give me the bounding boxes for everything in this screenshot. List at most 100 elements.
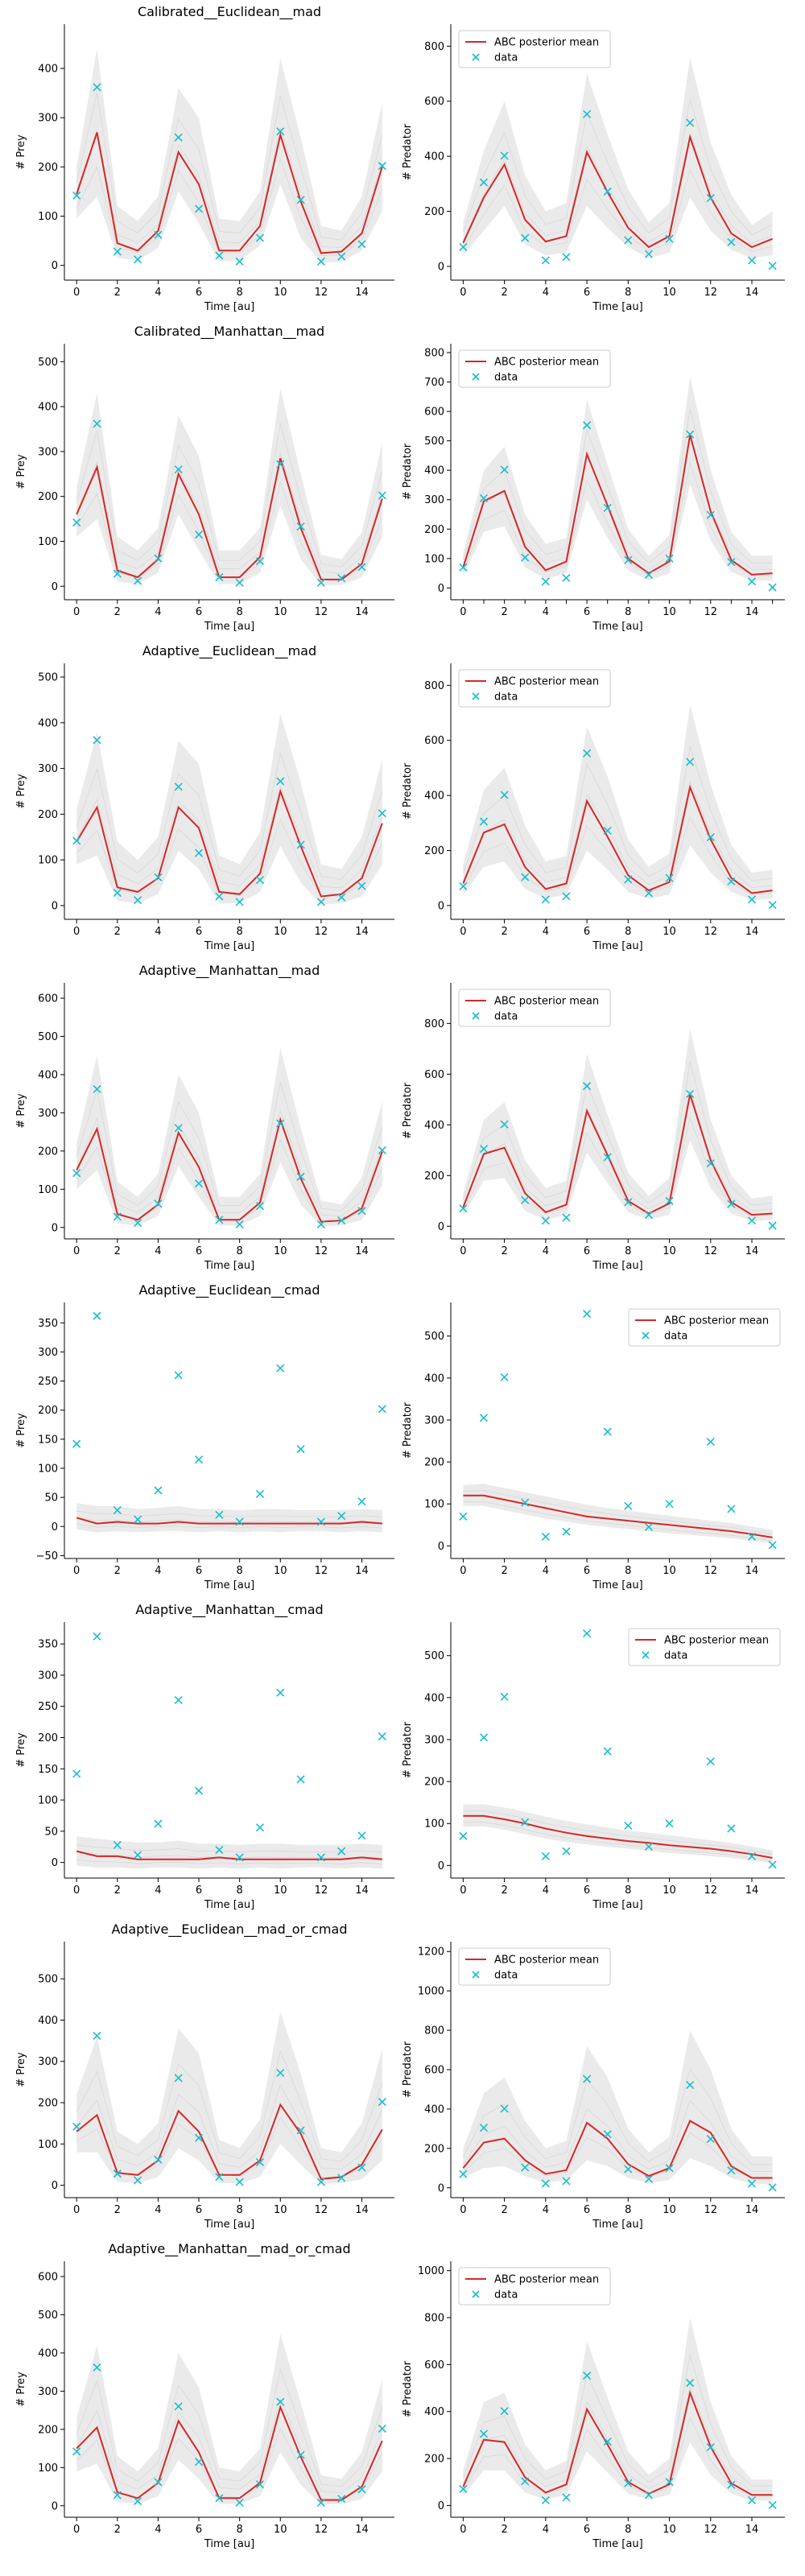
data-point [624, 1821, 633, 1830]
x-tick-label: 12 [315, 287, 328, 299]
posterior-sample-line-2 [76, 452, 383, 574]
x-tick-label: 2 [501, 606, 507, 618]
x-tick-label: 2 [501, 2204, 507, 2216]
legend: ABC posterior mean data [458, 989, 611, 1027]
y-tick-label: 400 [424, 2406, 444, 2418]
data-point [727, 877, 736, 886]
y-tick-label: 300 [424, 1414, 444, 1426]
data-point [562, 1213, 571, 1222]
y-tick-label: 700 [424, 377, 444, 389]
legend-data-swatch [472, 2290, 480, 2298]
y-axis-label: # Prey [15, 774, 27, 809]
x-tick-label: 2 [114, 2204, 121, 2216]
y-tick-label: 200 [424, 1777, 444, 1789]
data-point [316, 1220, 325, 1229]
x-tick-label: 8 [237, 2204, 243, 2216]
y-tick-label: 1200 [418, 1946, 444, 1959]
y-tick-label: 100 [38, 1463, 58, 1475]
y-tick-label: 800 [424, 680, 444, 692]
y-tick-label: 500 [38, 2310, 58, 2322]
y-tick-label: 400 [424, 151, 444, 163]
data-point [215, 892, 224, 901]
x-tick-label: 2 [114, 1245, 121, 1257]
data-point [706, 1159, 715, 1168]
data-point [706, 2442, 715, 2452]
x-tick-label: 4 [155, 287, 161, 299]
data-point [500, 2407, 509, 2416]
data-point [521, 2163, 530, 2172]
posterior-sample-line-1 [463, 168, 773, 252]
data-point [665, 554, 674, 563]
data-point [113, 1212, 122, 1221]
y-tick-label: 400 [38, 2347, 58, 2359]
data-point [665, 1196, 674, 1205]
data-point [521, 553, 530, 562]
data-point [378, 1732, 386, 1741]
data-point [255, 2157, 265, 2166]
data-point [768, 1860, 777, 1869]
y-tick-label: 1000 [418, 2265, 444, 2277]
panel-1: Calibrated__Euclidean__mad 0 2 4 6 8 10 12 14 0 10… [15, 4, 394, 313]
data-point [562, 2177, 571, 2186]
data-point [603, 2437, 612, 2446]
x-tick-label: 2 [501, 1565, 507, 1577]
posterior-sample-line-3 [76, 1510, 382, 1517]
data-point [624, 236, 633, 245]
data-point [665, 2164, 674, 2173]
data-point [583, 2074, 592, 2083]
data-point [174, 782, 183, 791]
y-tick-label: 300 [38, 763, 58, 775]
y-tick-label: 300 [424, 1734, 444, 1746]
panel-16: 0 2 4 6 8 10 12 14 0 200 400 600 800 1000 Time [au] # P… [402, 2261, 785, 2550]
x-tick-label: 8 [237, 926, 243, 938]
x-tick-label: 0 [73, 2204, 80, 2216]
posterior-mean-line [462, 435, 773, 576]
posterior-mean-line [76, 1117, 383, 1223]
x-tick-label: 4 [543, 2524, 549, 2536]
y-tick-label: 300 [424, 494, 444, 506]
posterior-sample-line-1 [463, 815, 773, 895]
data-point [255, 1489, 265, 1498]
data-point [500, 2104, 509, 2113]
y-tick-label: 400 [424, 1120, 444, 1132]
x-tick-label: 8 [625, 1885, 631, 1897]
data-point [603, 1427, 612, 1436]
x-tick-label: 10 [663, 1885, 676, 1897]
data-point [72, 1439, 81, 1448]
data-point [378, 809, 386, 818]
x-tick-label: 12 [704, 926, 718, 938]
data-point [255, 1202, 265, 1211]
y-tick-label: 0 [52, 2500, 58, 2512]
data-point [72, 1769, 81, 1778]
panel-10: 0 2 4 6 8 10 12 14 0 100 200 300 400 500 Time [au] # Pr… [402, 1302, 785, 1591]
y-tick-label: 150 [38, 1764, 58, 1776]
y-axis-label: # Predator [402, 762, 414, 819]
posterior-sample-band [76, 1836, 382, 1869]
panel-12: 0 2 4 6 8 10 12 14 0 100 200 300 400 500 Time [au] # Pr… [402, 1622, 785, 1911]
data-point [521, 233, 530, 242]
y-tick-label: 400 [38, 2015, 58, 2027]
x-tick-label: 12 [704, 606, 718, 618]
data-point [276, 1364, 285, 1373]
y-tick-label: 800 [424, 2025, 444, 2037]
x-tick-label: 4 [155, 2524, 161, 2536]
posterior-sample-band [463, 57, 773, 258]
y-tick-label: 100 [38, 1184, 58, 1196]
data-point [521, 1498, 530, 1507]
data-point [113, 1505, 122, 1515]
x-tick-label: 10 [274, 1565, 287, 1577]
panel-title: Adaptive__Manhattan__mad_or_cmad [108, 2241, 350, 2257]
x-tick-label: 12 [704, 2204, 718, 2216]
x-axis-label: Time [au] [204, 301, 254, 313]
panel-14: 0 2 4 6 8 10 12 14 0 200 400 600 800 1000 1200 Time [au… [402, 1942, 785, 2231]
legend: ABC posterior mean data [628, 1628, 781, 1666]
posterior-sample-line-1 [463, 1822, 773, 1861]
legend-data-swatch [472, 1971, 480, 1979]
data-point [644, 1842, 653, 1851]
y-tick-label: 350 [38, 1639, 58, 1651]
data-point [747, 1852, 757, 1860]
x-tick-label: 14 [355, 1245, 369, 1257]
panel-7: Adaptive__Manhattan__mad 0 2 4 6 8 10 12 14 0 100 2… [15, 963, 394, 1272]
y-tick-label: 600 [424, 2359, 444, 2372]
y-tick-label: 400 [424, 791, 444, 803]
